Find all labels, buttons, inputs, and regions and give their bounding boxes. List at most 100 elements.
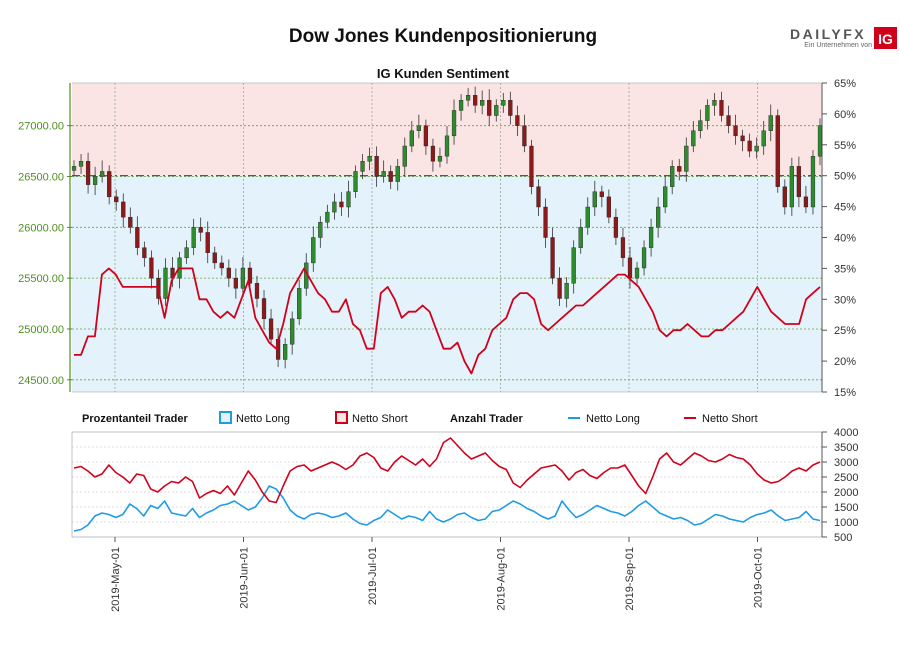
left-tick-label: 25000.00	[18, 324, 64, 336]
candle	[663, 186, 668, 208]
legend-count-label: Anzahl Trader	[450, 413, 523, 425]
right-tick-label: 2000	[834, 487, 858, 499]
brand-badge: IG	[878, 31, 893, 47]
x-axis: 2019-May-01 2019-Jun-01 2019-Jul-01 2019-Au…	[110, 537, 765, 612]
right-tick-label: 50%	[834, 171, 856, 183]
top-plot: 24500.00 25000.00 25500.00 26000.00 26500.00…	[18, 78, 856, 399]
candle	[444, 135, 450, 157]
candle	[311, 237, 316, 264]
legend-pct-label: Prozentanteil Trader	[82, 413, 188, 425]
candle	[733, 125, 738, 137]
series-short-pct	[74, 267, 821, 375]
candle	[613, 216, 619, 238]
candle	[290, 318, 295, 345]
candle	[423, 125, 429, 147]
candle	[627, 257, 633, 279]
right-tick-label: 25%	[834, 325, 856, 337]
candle	[339, 201, 344, 208]
candle	[634, 267, 640, 279]
right-tick-label: 15%	[834, 387, 856, 399]
candle	[571, 247, 576, 284]
candle	[670, 166, 675, 187]
candle	[501, 100, 506, 106]
candle	[719, 100, 724, 116]
candle	[451, 110, 457, 137]
candle	[754, 145, 759, 152]
right-tick-label: 3500	[834, 442, 858, 454]
candle	[409, 130, 414, 147]
series-short-count	[73, 437, 821, 504]
left-tick-label: 25500.00	[18, 273, 64, 285]
candle	[163, 267, 168, 299]
candle	[810, 155, 816, 208]
candle	[198, 227, 203, 233]
candle	[205, 232, 210, 253]
candle	[100, 171, 105, 177]
candle	[247, 267, 253, 284]
legend-pct-long-swatch	[219, 411, 232, 424]
legend: Prozentanteil Trader Netto Long Netto Shor…	[82, 411, 758, 425]
candle	[268, 318, 274, 340]
x-tick-label: 2019-Sep-01	[624, 547, 636, 611]
candle	[367, 155, 372, 162]
candle	[768, 115, 773, 131]
bottom-plot: 500 1000 1500 2000 2500 3000 3500 4000	[71, 427, 858, 544]
candle	[550, 237, 555, 279]
candle	[191, 227, 196, 248]
candle	[522, 125, 527, 147]
candle	[430, 145, 436, 162]
candle	[796, 166, 802, 198]
right-tick-label: 35%	[834, 263, 856, 275]
candle	[564, 283, 569, 299]
candle	[212, 252, 217, 264]
candle	[283, 344, 288, 360]
legend-count-short: Netto Short	[702, 413, 758, 425]
candle	[219, 262, 224, 269]
candle	[92, 176, 98, 185]
top-chart-title: IG Kunden Sentiment	[377, 66, 510, 81]
candle	[606, 196, 611, 218]
candle	[184, 247, 189, 259]
candle	[437, 155, 443, 162]
series-long-count	[73, 485, 821, 532]
candle	[712, 100, 717, 106]
candle	[325, 211, 330, 223]
candle	[71, 166, 77, 171]
candle	[641, 247, 647, 269]
candle	[557, 277, 562, 299]
candle	[114, 196, 119, 203]
candle	[761, 130, 766, 147]
candle	[648, 227, 654, 248]
candle	[656, 206, 661, 228]
candle	[789, 166, 794, 208]
candle	[318, 222, 323, 238]
candle	[135, 227, 140, 248]
brand-sub: Ein Unternehmen von	[804, 42, 872, 49]
candle	[747, 140, 752, 152]
right-tick-label: 55%	[834, 140, 856, 152]
left-tick-label: 27000.00	[18, 121, 64, 133]
candle	[121, 201, 126, 218]
bottom-frame	[71, 431, 823, 538]
candle	[374, 155, 379, 177]
candle	[536, 186, 541, 208]
candle	[515, 115, 520, 126]
candle	[578, 227, 583, 248]
right-tick-label: 1500	[834, 502, 858, 514]
candle	[705, 105, 710, 121]
legend-pct-short-swatch	[335, 411, 348, 424]
candle	[142, 247, 147, 259]
left-tick-label: 26500.00	[18, 172, 64, 184]
candle	[677, 166, 682, 172]
brand-main: DAILYFX	[790, 26, 866, 42]
right-tick-label: 500	[834, 532, 852, 544]
candle	[388, 171, 393, 182]
candle	[740, 135, 745, 142]
candle	[473, 94, 478, 106]
candle	[360, 161, 365, 172]
candle	[494, 105, 499, 116]
candle	[353, 171, 358, 192]
right-tick-label: 40%	[834, 233, 856, 245]
candle	[381, 171, 386, 177]
candle	[240, 267, 246, 289]
